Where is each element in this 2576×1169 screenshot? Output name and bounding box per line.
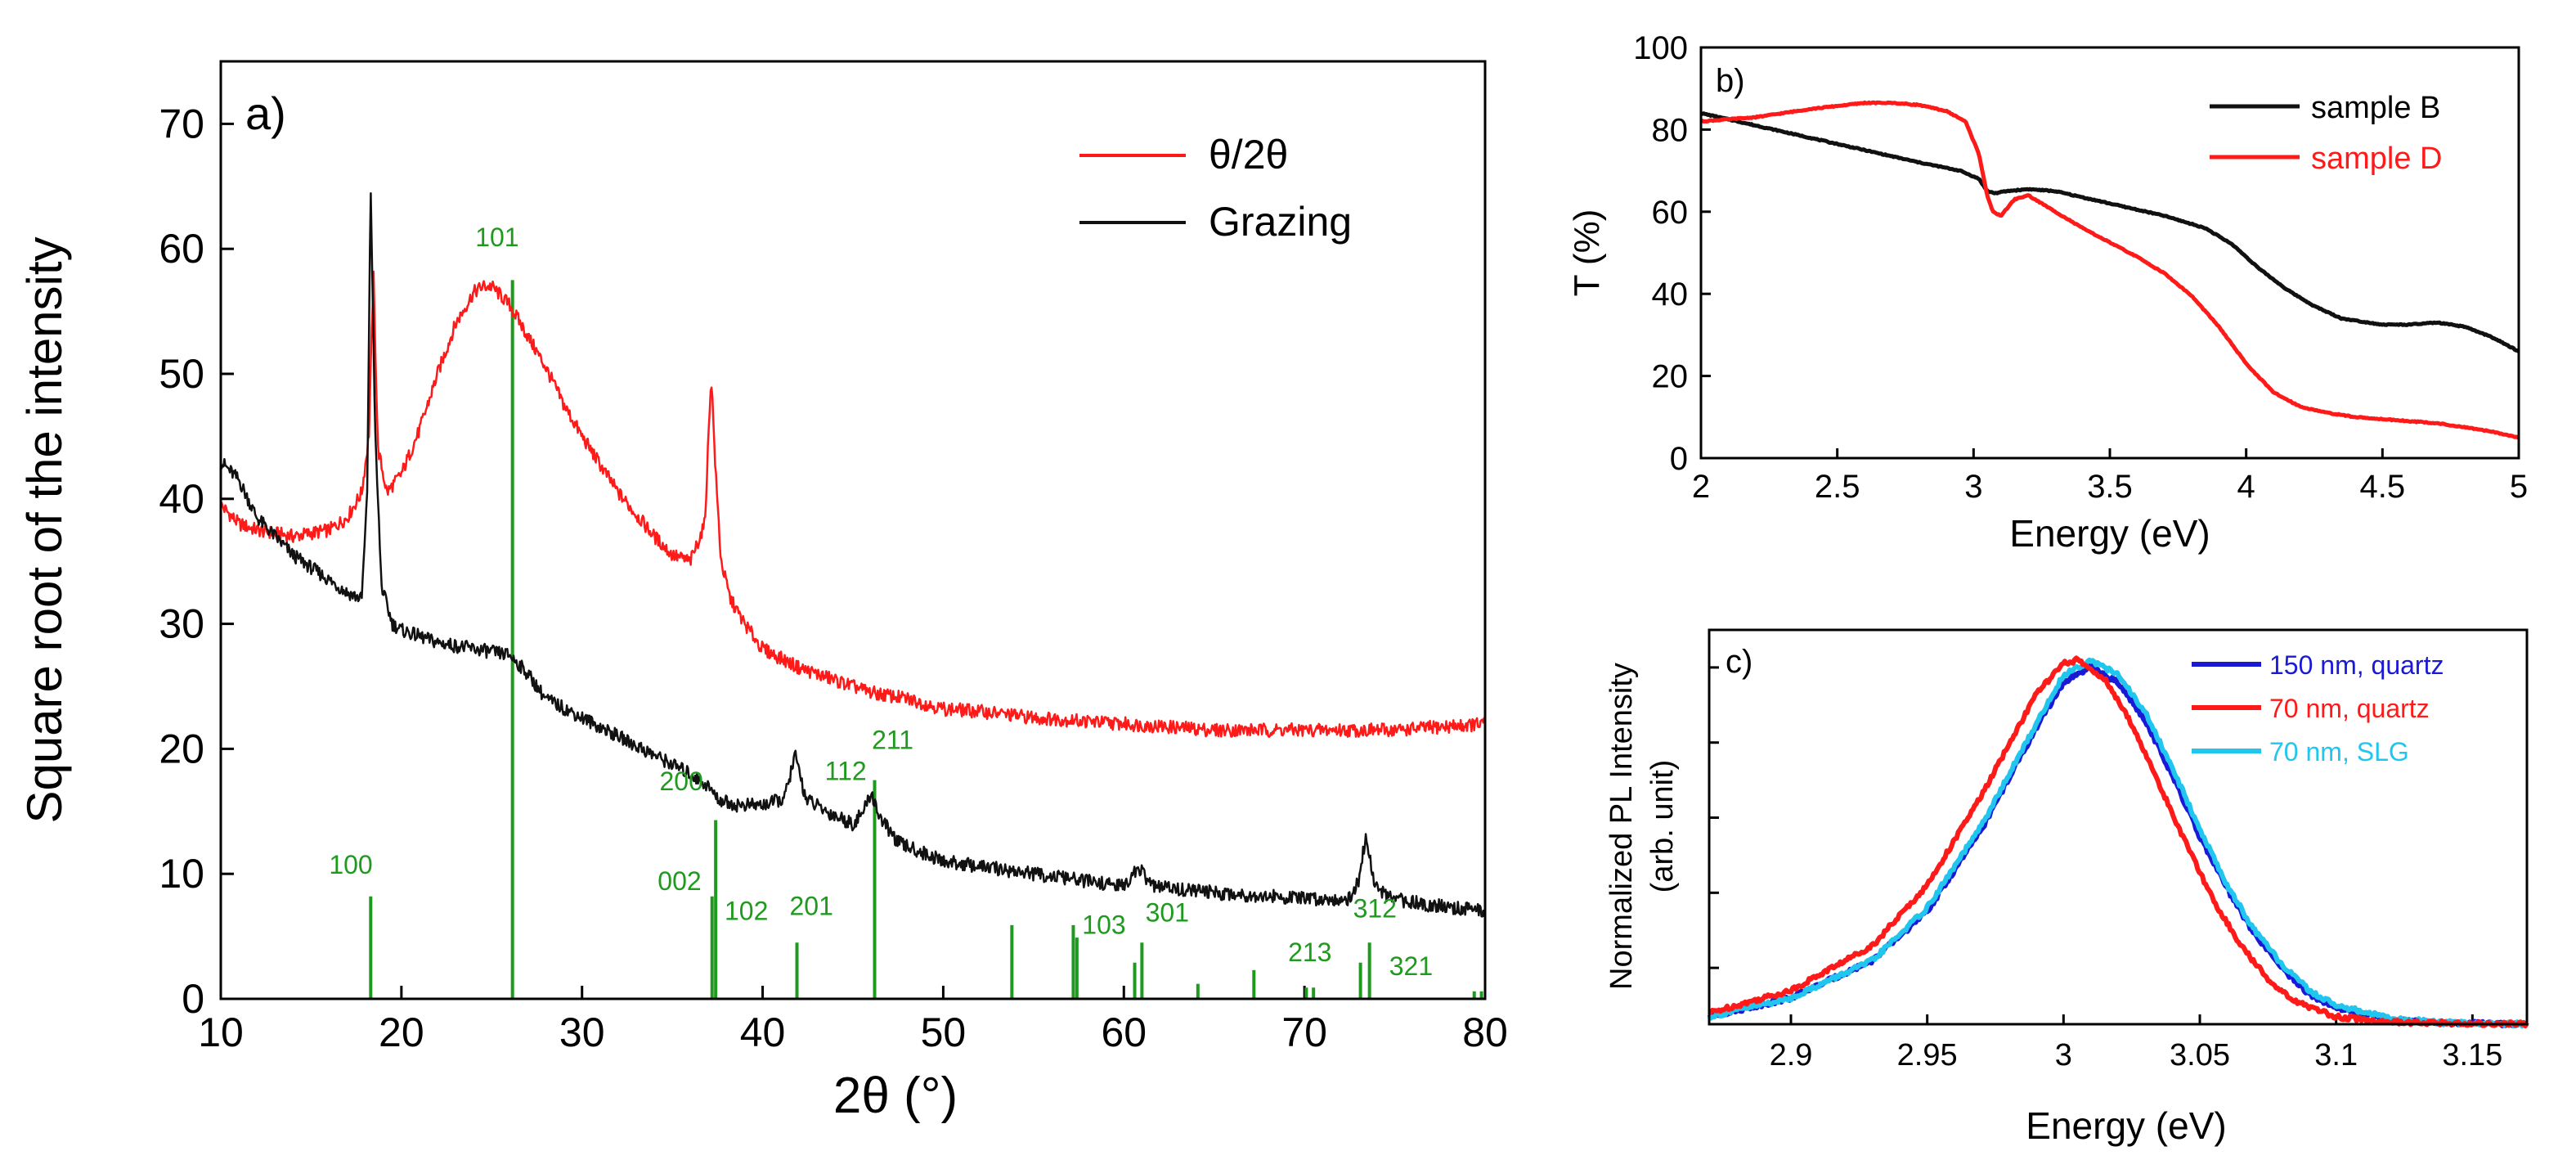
panel-b-y-tick-label: 20 <box>1652 359 1689 395</box>
panel-b-x-axis-title: Energy (eV) <box>2009 512 2210 555</box>
panel-a-x-axis-title: 2θ (°) <box>833 1068 958 1124</box>
panel-a-peak-label: 321 <box>1389 951 1433 981</box>
panel-a-legend-label-grazing: Grazing <box>1209 199 1352 245</box>
panel-b-y-tick-label: 80 <box>1652 112 1689 148</box>
panel-a-y-tick-label: 40 <box>159 476 204 522</box>
panel-c-x-axis-title: Energy (eV) <box>2026 1104 2226 1147</box>
panel-a-peak-label: 211 <box>872 725 913 754</box>
panel-a-y-tick-label: 30 <box>159 601 204 647</box>
panel-a-y-tick-label: 20 <box>159 726 204 771</box>
panel-c-legend: 150 nm, quartz 70 nm, quartz 70 nm, SLG <box>2192 650 2444 767</box>
panel-b-plot-frame <box>1699 46 2520 460</box>
panel-a-x-tick-label: 80 <box>1462 1009 1508 1055</box>
panel-a-peak-label: 101 <box>475 223 518 252</box>
panel-c-series <box>1707 655 2529 1029</box>
panel-c-label: c) <box>1726 644 1752 680</box>
panel-a-x-tick-label: 40 <box>740 1009 786 1055</box>
panel-c-legend-label-150q: 150 nm, quartz <box>2269 650 2444 680</box>
panel-a-y-axis-title: Square root of the intensity <box>17 236 72 823</box>
panel-c-pl-chart: 2.9 2.95 3 3.05 3.1 3.15 c) Energy (eV) Norma… <box>1604 628 2529 1147</box>
panel-a-legend-label-theta: θ/2θ <box>1209 132 1288 178</box>
panel-b-series <box>1699 100 2520 440</box>
panel-a-y-tick-label: 50 <box>159 351 204 397</box>
panel-a-plot-frame <box>219 60 1487 1000</box>
panel-a-peak-label: 112 <box>825 757 867 786</box>
panel-a-series <box>219 191 1487 918</box>
panel-b-transmission-chart: 2 2.5 3 3.5 4 4.5 5 0 20 40 60 80 100 b) Energy (eV)… <box>1567 30 2528 555</box>
panel-b-legend-label-d: sample D <box>2311 142 2443 176</box>
panel-b-x-tick-label: 3 <box>1964 469 1982 505</box>
panel-b-legend: sample B sample D <box>2210 91 2443 176</box>
panel-b-ticks: 2 2.5 3 3.5 4 4.5 5 0 20 40 60 80 100 <box>1633 30 2528 505</box>
panel-b-y-tick-label: 0 <box>1670 441 1688 477</box>
panel-b-x-tick-label: 2.5 <box>1815 469 1860 505</box>
panel-a-peak-label: 213 <box>1288 937 1331 967</box>
panel-c-x-tick-label: 2.9 <box>1770 1038 1813 1072</box>
panel-a-x-tick-label: 50 <box>921 1009 967 1055</box>
panel-a-peak-label: 312 <box>1353 894 1397 924</box>
panel-b-y-tick-label: 60 <box>1652 195 1689 231</box>
panel-a-y-tick-label: 70 <box>159 101 204 146</box>
panel-c-y-axis-title-line2: (arb. unit) <box>1645 760 1680 893</box>
panel-a-peak-label: 102 <box>725 897 768 926</box>
panel-b-series-line-sample-b <box>1700 111 2520 353</box>
panel-a-x-tick-label: 70 <box>1281 1009 1327 1055</box>
panel-a-peak-label: 103 <box>1082 910 1125 940</box>
panel-b-x-tick-label: 4 <box>2237 469 2255 505</box>
panel-b-legend-label-b: sample B <box>2311 91 2440 125</box>
panel-b-x-tick-label: 5 <box>2510 469 2528 505</box>
panel-b-x-tick-label: 3.5 <box>2087 469 2133 505</box>
panel-b-x-tick-label: 4.5 <box>2360 469 2406 505</box>
panel-c-y-axis-title-line1: Normalized PL Intensity <box>1604 663 1639 990</box>
panel-a-series-line-grazing <box>220 191 1486 918</box>
panel-a-series-line-theta-2theta <box>219 270 1487 739</box>
panel-b-y-axis-title: T (%) <box>1567 209 1607 297</box>
panel-a-peak-label: 002 <box>657 866 701 896</box>
panel-b-label: b) <box>1716 63 1745 99</box>
panel-a-peak-label: 301 <box>1146 897 1189 927</box>
panel-c-x-tick-label: 3 <box>2055 1038 2072 1072</box>
panel-c-x-tick-label: 3.05 <box>2170 1038 2230 1072</box>
panel-a-y-tick-label: 10 <box>159 851 204 897</box>
panel-a-x-tick-label: 20 <box>379 1009 424 1055</box>
panel-a-label: a) <box>245 88 286 139</box>
panel-b-y-tick-label: 100 <box>1633 30 1688 66</box>
panel-c-series-line-70nm-slg <box>1707 657 2529 1029</box>
panel-c-plot-frame <box>1708 628 2529 1026</box>
panel-a-y-tick-label: 60 <box>159 226 204 272</box>
panel-a-x-tick-label: 60 <box>1101 1009 1147 1055</box>
panel-c-x-tick-label: 3.1 <box>2314 1038 2358 1072</box>
panel-c-x-tick-label: 3.15 <box>2442 1038 2502 1072</box>
panel-a-peak-label: 100 <box>329 850 372 879</box>
panel-a-peak-label: 200 <box>659 767 702 796</box>
panel-c-series-line-70nm-quartz <box>1708 655 2529 1029</box>
panel-c-ticks: 2.9 2.95 3 3.05 3.1 3.15 <box>1709 666 2502 1072</box>
panel-a-x-tick-label: 30 <box>559 1009 605 1055</box>
panel-c-legend-label-70slg: 70 nm, SLG <box>2269 737 2409 767</box>
panel-a-x-tick-label: 10 <box>198 1009 244 1055</box>
panel-b-y-tick-label: 40 <box>1652 277 1689 312</box>
panel-c-x-tick-label: 2.95 <box>1897 1038 1958 1072</box>
panel-b-series-line-sample-d <box>1699 100 2520 440</box>
panel-a-y-tick-label: 0 <box>182 976 204 1022</box>
panel-c-legend-label-70q: 70 nm, quartz <box>2269 694 2430 723</box>
panel-b-x-tick-label: 2 <box>1692 469 1710 505</box>
panel-a-reference-peaks <box>369 280 1483 999</box>
panel-a-legend: θ/2θ Grazing <box>1079 132 1352 245</box>
panel-a-peak-label: 201 <box>790 892 833 921</box>
